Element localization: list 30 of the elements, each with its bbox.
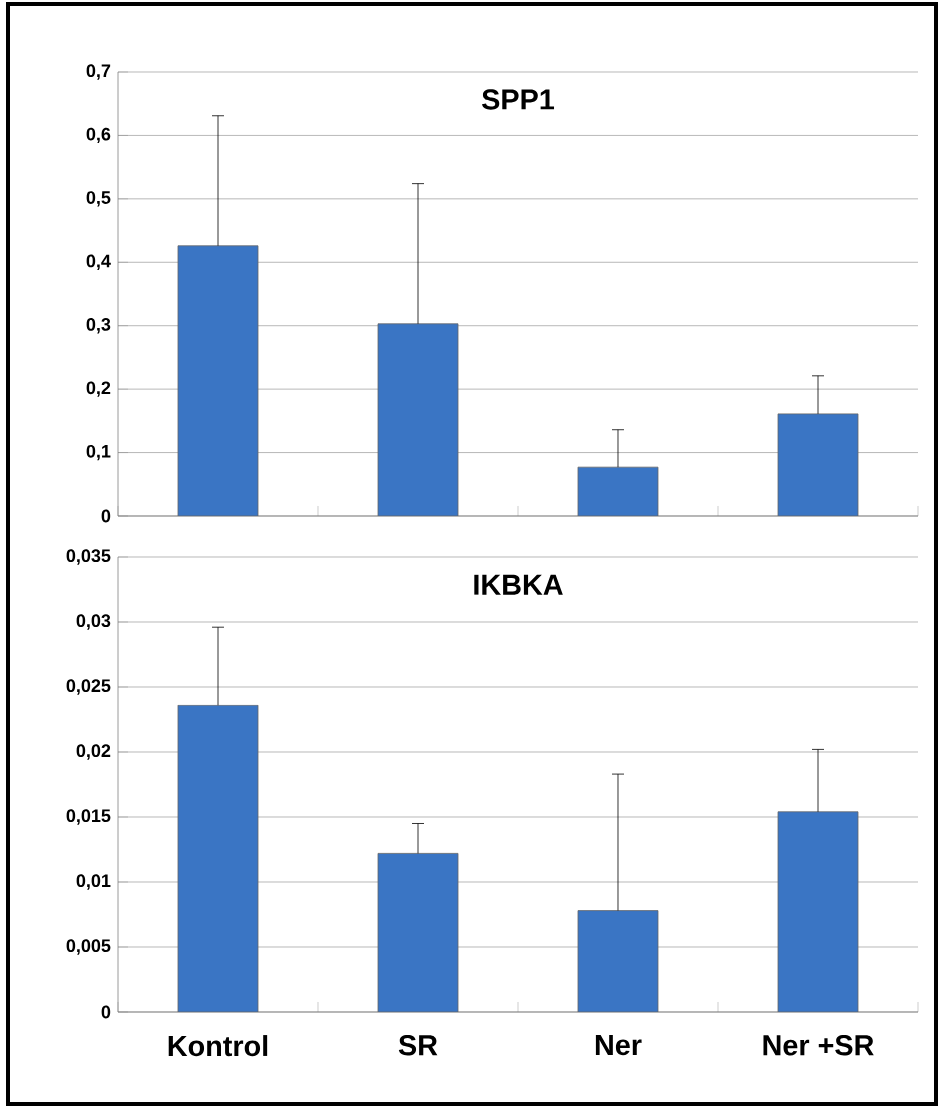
y-tick-label: 0,7 xyxy=(86,64,111,80)
x-tick-label: Ner +SR xyxy=(763,1035,874,1056)
bar xyxy=(177,245,259,516)
y-tick-label: 0,3 xyxy=(86,318,111,334)
y-tick-label: 0,5 xyxy=(86,191,111,207)
y-tick-label: 0,035 xyxy=(66,549,111,565)
x-tick-label: Ner xyxy=(595,1035,642,1056)
bar xyxy=(377,853,459,1012)
y-tick-label: 0,015 xyxy=(66,809,111,825)
y-tick-label: 0,6 xyxy=(86,127,111,144)
bar xyxy=(177,704,259,1012)
y-tick-label: 0,2 xyxy=(86,381,111,397)
bar xyxy=(577,466,659,516)
y-tick-label: 0,4 xyxy=(86,254,111,270)
y-tick-label: 0,03 xyxy=(76,614,111,630)
y-tick-label: 0,01 xyxy=(76,874,111,890)
chart-title: IKBKA xyxy=(474,574,563,595)
y-tick-label: 0 xyxy=(101,509,111,523)
y-tick-label: 0,025 xyxy=(66,679,111,695)
y-tick-label: 0 xyxy=(101,1005,111,1019)
bar xyxy=(777,811,859,1012)
y-tick-label: 0,02 xyxy=(76,744,111,760)
x-tick-label: SR xyxy=(398,1035,438,1056)
bar xyxy=(777,413,859,516)
y-tick-label: 0,005 xyxy=(66,939,111,955)
bar xyxy=(377,323,459,516)
bar xyxy=(577,910,659,1012)
chart-title: SPP1 xyxy=(482,89,555,110)
y-tick-label: 0,1 xyxy=(86,444,111,461)
x-tick-label: Kontrol xyxy=(168,1035,268,1057)
